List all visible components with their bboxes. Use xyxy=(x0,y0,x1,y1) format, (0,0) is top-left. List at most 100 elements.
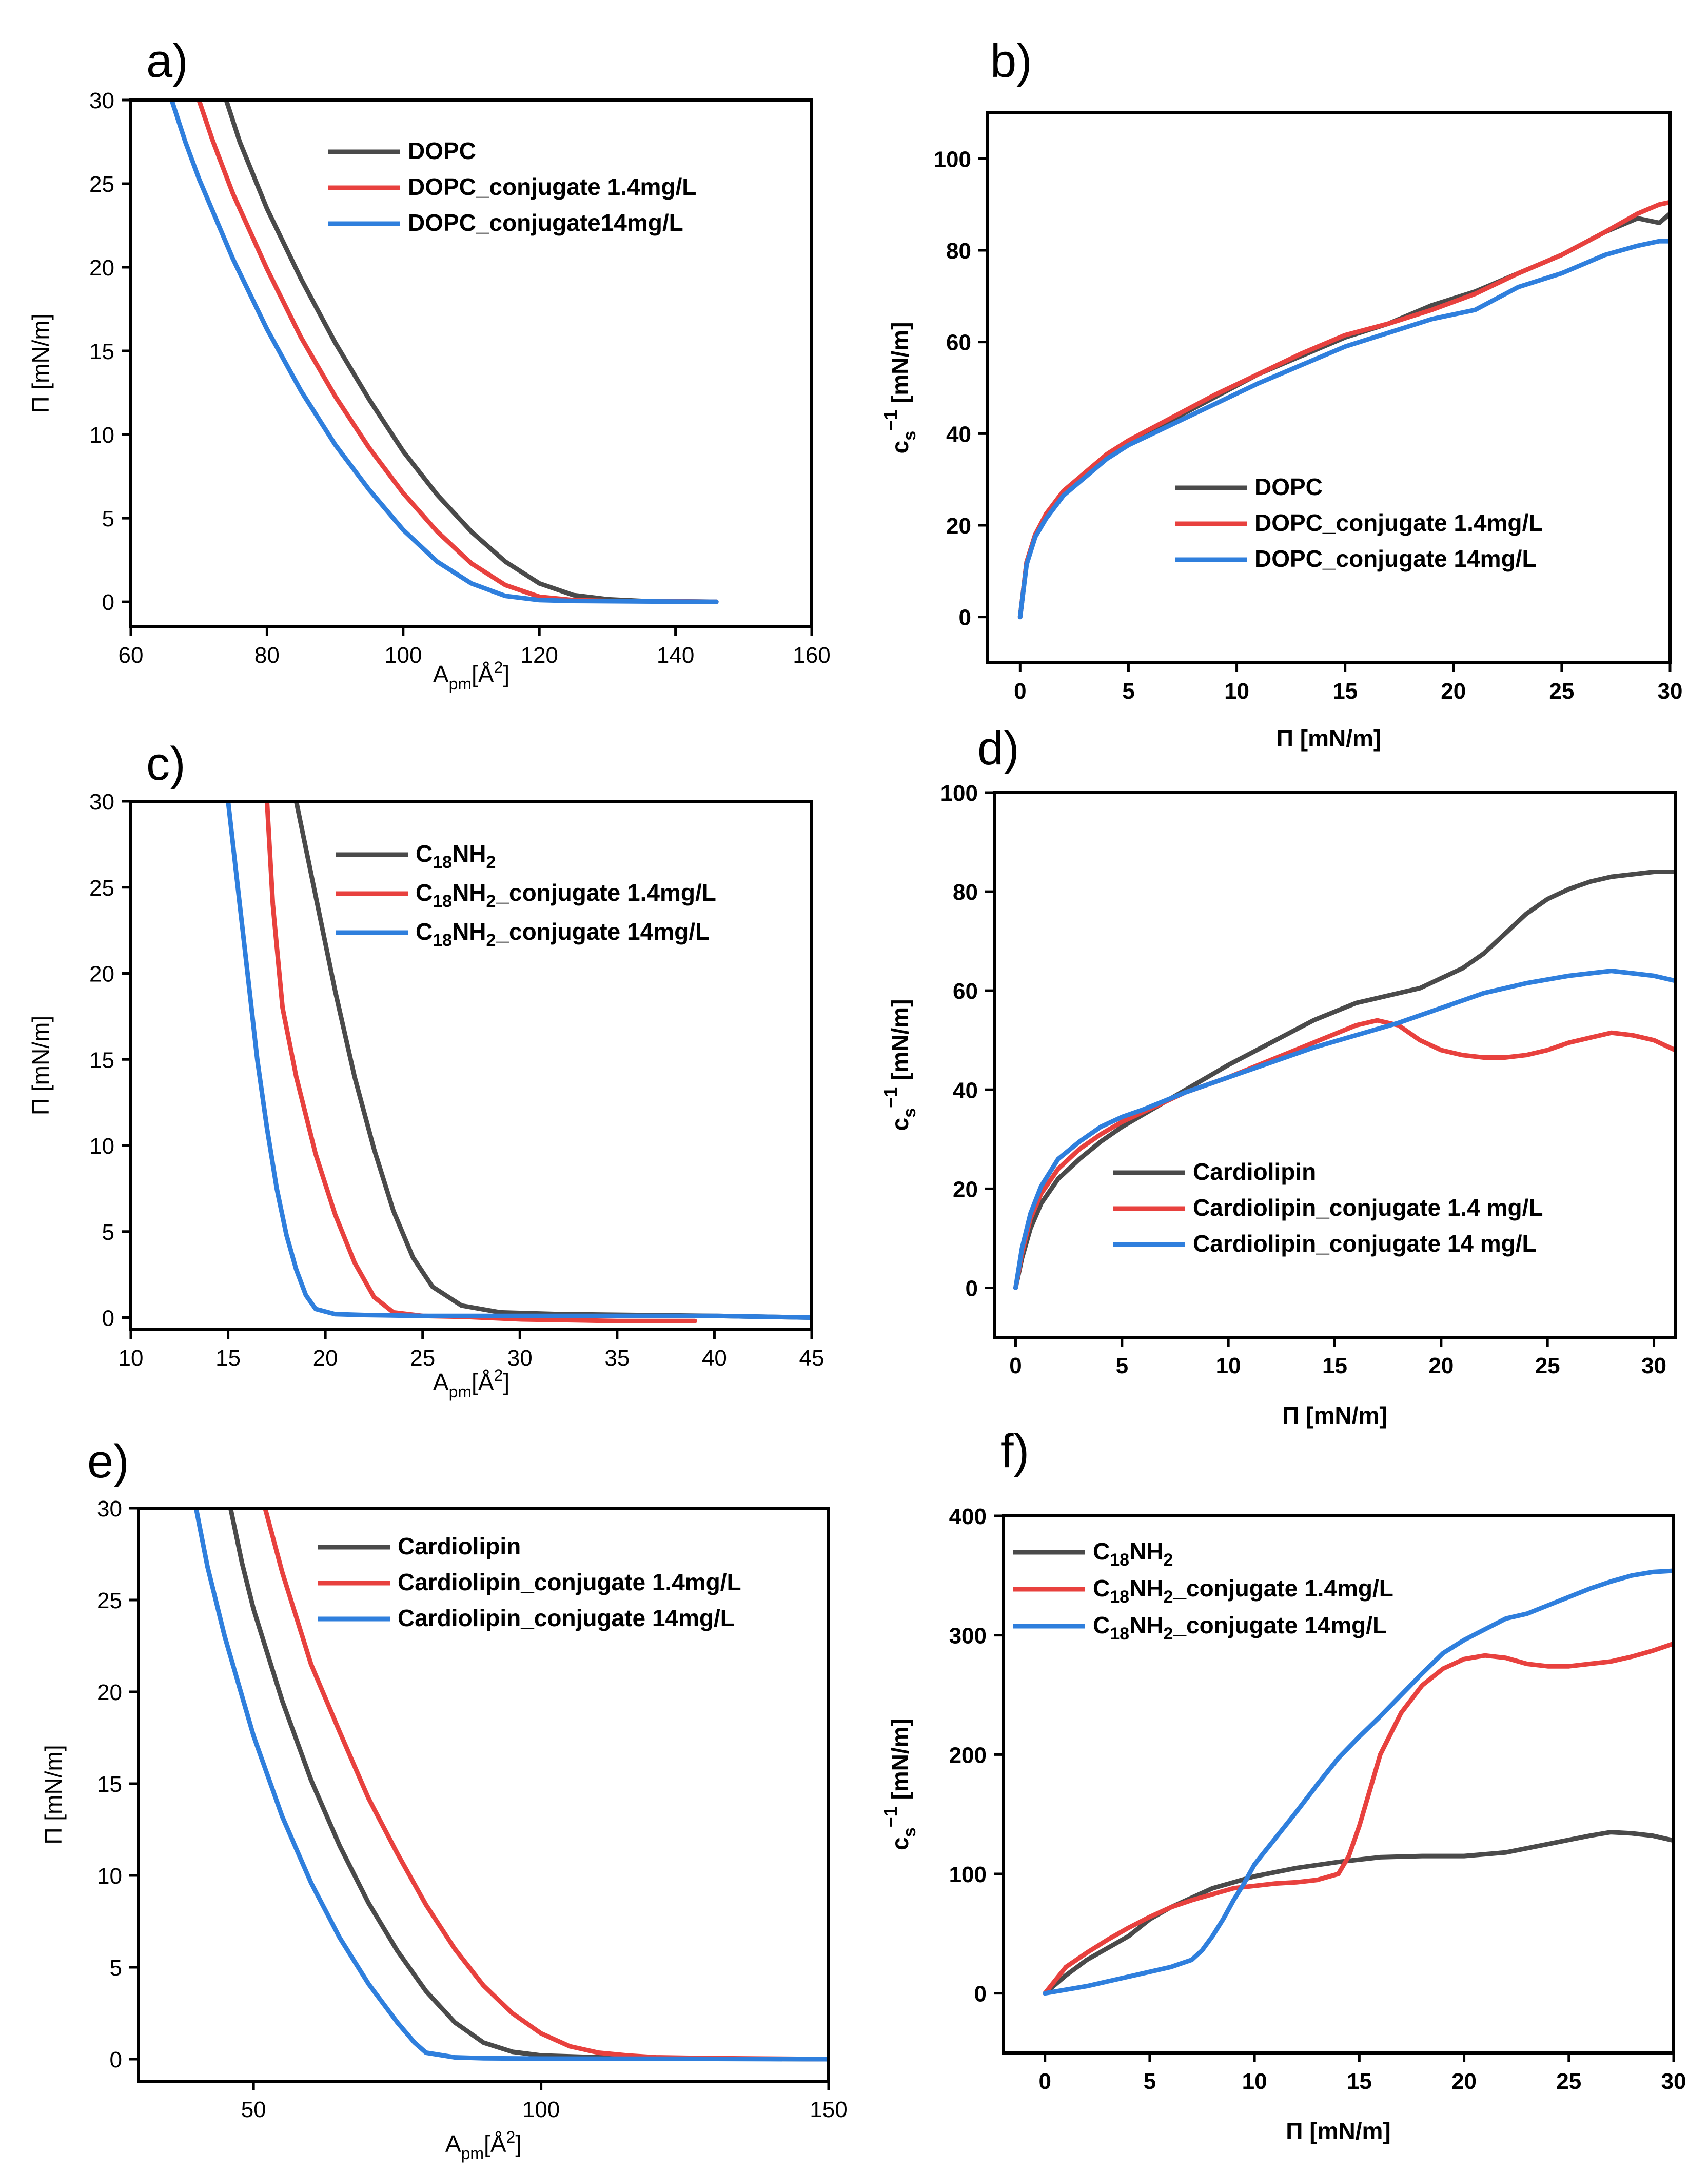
x-tick-label: 25 xyxy=(410,1346,435,1371)
legend-part: Cardiolipin_conjugate 14mg/L xyxy=(398,1605,735,1631)
series-line-3 xyxy=(1017,239,1670,620)
legend-part: Cardiolipin_conjugate 14 mg/L xyxy=(1193,1230,1537,1257)
x-axis-title-sub: pm xyxy=(449,675,472,693)
x-tick-label: 20 xyxy=(1428,1353,1454,1378)
series-line-3 xyxy=(226,801,812,1320)
x-axis-title-sub: pm xyxy=(461,2144,484,2163)
y-axis-title-end: [mN/m] xyxy=(887,322,913,410)
x-axis-title-end: ] xyxy=(503,1369,509,1395)
y-tick-label: 60 xyxy=(946,330,971,355)
x-tick-label: 25 xyxy=(1556,2069,1581,2094)
series-line-2 xyxy=(1013,1018,1675,1290)
legend-label-1: DOPC xyxy=(408,137,476,164)
y-tick-label: 0 xyxy=(974,1982,987,2007)
legend-sub: 18 xyxy=(1110,1587,1129,1607)
x-tick-label: 35 xyxy=(604,1346,630,1371)
x-tick-label: 50 xyxy=(241,2097,266,2122)
x-tick-label: 5 xyxy=(1116,1353,1128,1378)
x-tick-label: 60 xyxy=(119,643,144,668)
x-axis-title-sup: 2 xyxy=(494,658,503,677)
x-tick-label: 10 xyxy=(1242,2069,1267,2094)
series-line-3 xyxy=(1013,969,1675,1290)
y-tick-label: 40 xyxy=(953,1078,978,1103)
y-tick-label: 300 xyxy=(949,1624,987,1649)
legend-label-1: Cardiolipin xyxy=(1193,1158,1316,1185)
x-tick-label: 5 xyxy=(1144,2069,1156,2094)
legend-part: C xyxy=(416,840,433,867)
legend-label-2: C18NH2_conjugate 1.4mg/L xyxy=(1093,1575,1393,1607)
x-axis-title-main: A xyxy=(433,1369,449,1395)
x-tick-label: 20 xyxy=(313,1346,338,1371)
plot-frame xyxy=(129,800,813,1331)
x-tick-label: 0 xyxy=(1009,1353,1022,1378)
y-tick-label: 30 xyxy=(97,1496,122,1522)
legend-label-3: C18NH2_conjugate 14mg/L xyxy=(1093,1612,1387,1644)
legend-sub: 18 xyxy=(433,853,452,872)
plot-frame xyxy=(986,111,1672,664)
x-tick-label: 100 xyxy=(384,643,422,668)
panel-letter: e) xyxy=(87,1435,129,1488)
y-tick-label: 40 xyxy=(946,422,971,447)
x-tick-label: 15 xyxy=(215,1346,241,1371)
y-tick-label: 20 xyxy=(97,1680,122,1705)
y-tick-label: 100 xyxy=(949,1862,987,1887)
legend-part: DOPC_conjugate14mg/L xyxy=(408,209,683,236)
plot-frame xyxy=(1002,1514,1675,2055)
legend-label-1: C18NH2 xyxy=(416,840,496,872)
y-axis-title-sup: −1 xyxy=(880,1806,901,1827)
x-axis-title-sup: 2 xyxy=(494,1366,503,1385)
x-axis-title: Π [mN/m] xyxy=(1282,1402,1387,1429)
x-tick-label: 0 xyxy=(1038,2069,1051,2094)
legend-label-1: DOPC xyxy=(1254,473,1323,500)
x-tick-label: 25 xyxy=(1549,679,1574,704)
y-axis-title-sup: −1 xyxy=(880,410,901,431)
legend-part: NH xyxy=(1129,1612,1163,1638)
x-axis-title: Apm[Å2] xyxy=(433,658,509,693)
legend-sub: 18 xyxy=(433,931,452,950)
y-axis-title-main: c xyxy=(887,1837,913,1850)
x-tick-label: 45 xyxy=(799,1346,824,1371)
series-line-3 xyxy=(193,1508,829,2062)
panel-b: b) 0 5 10 15 20 25 30 0 20 40 60 80 100 Π [mN/m] cs−1 [… xyxy=(880,35,1682,752)
y-tick-label: 20 xyxy=(89,255,114,281)
y-tick-label: 25 xyxy=(89,172,114,197)
x-axis-title-sub: pm xyxy=(449,1382,472,1401)
series-line-2 xyxy=(1017,200,1670,620)
y-tick-label: 0 xyxy=(102,590,114,615)
legend-part: _conjugate 14mg/L xyxy=(1172,1612,1387,1638)
y-tick-label: 25 xyxy=(97,1588,122,1613)
x-axis-title-end: ] xyxy=(515,2130,522,2157)
y-tick-label: 200 xyxy=(949,1743,987,1768)
x-tick-label: 40 xyxy=(702,1346,727,1371)
legend-part: Cardiolipin_conjugate 1.4mg/L xyxy=(398,1569,741,1595)
legend-part: C xyxy=(416,879,433,906)
y-axis-title-sub: s xyxy=(900,1108,919,1118)
legend-sub: 2 xyxy=(486,931,496,950)
legend-sub: 2 xyxy=(1164,1624,1173,1644)
legend-label-1: Cardiolipin xyxy=(398,1533,521,1559)
panel-letter: f) xyxy=(1000,1425,1029,1477)
legend-label-3: Cardiolipin_conjugate 14mg/L xyxy=(398,1605,735,1631)
y-axis-title: Π [mN/m] xyxy=(27,1016,54,1115)
legend-part: DOPC_conjugate 1.4mg/L xyxy=(1254,509,1543,536)
x-tick-label: 30 xyxy=(1661,2069,1686,2094)
x-tick-label: 100 xyxy=(522,2097,560,2122)
legend-part: _conjugate 14mg/L xyxy=(495,918,710,945)
x-tick-label: 15 xyxy=(1332,679,1358,704)
x-axis-title-sup: 2 xyxy=(506,2128,516,2146)
legend-part: C xyxy=(1093,1575,1110,1602)
legend-label-2: DOPC_conjugate 1.4mg/L xyxy=(1254,509,1543,536)
y-tick-label: 80 xyxy=(946,239,971,264)
y-axis-title-sup: −1 xyxy=(880,1087,901,1108)
legend-part: _conjugate 1.4mg/L xyxy=(495,879,716,906)
x-axis-title-unit: [Å xyxy=(472,1369,494,1395)
plot-frame xyxy=(129,98,813,628)
y-tick-label: 10 xyxy=(89,423,114,448)
legend-part: NH xyxy=(1129,1575,1163,1602)
y-axis-title-main: c xyxy=(887,441,913,454)
y-tick-label: 20 xyxy=(953,1177,978,1202)
x-tick-label: 30 xyxy=(1641,1353,1666,1378)
y-axis-title-end: [mN/m] xyxy=(887,1718,913,1806)
